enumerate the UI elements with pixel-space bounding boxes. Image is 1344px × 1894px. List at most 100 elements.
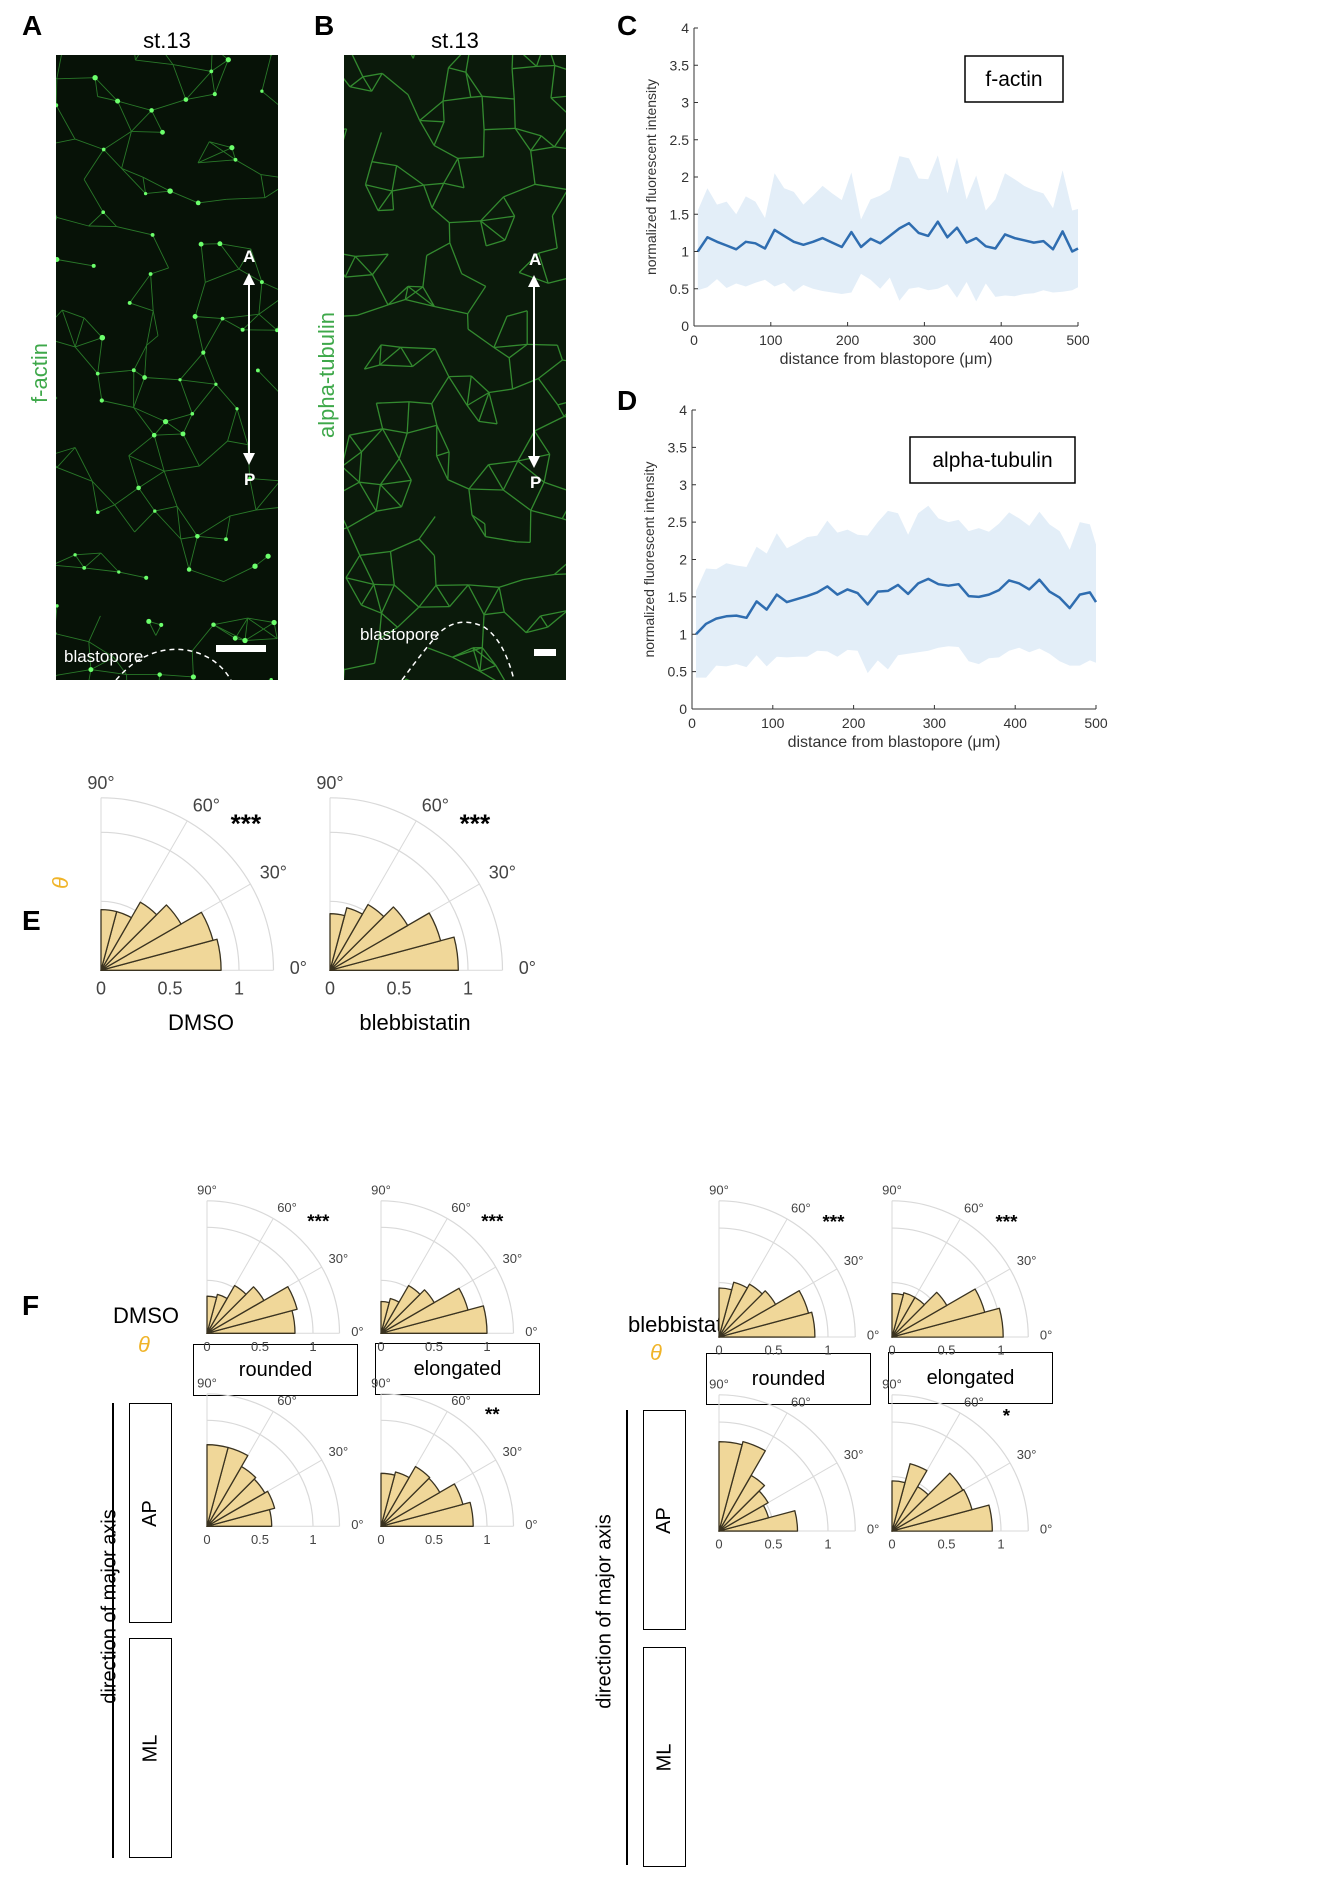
actin-focus [248, 476, 252, 481]
cell-edge [88, 669, 92, 680]
blastopore-label: blastopore [360, 625, 440, 644]
actin-focus [195, 200, 201, 206]
cell-edge [502, 196, 516, 217]
f-dmso-row-ap: AP [129, 1403, 172, 1623]
cell-edge [534, 415, 565, 432]
cell-edge [179, 379, 216, 385]
r-tick-label: 0 [888, 1343, 895, 1358]
cell-edge [238, 248, 252, 270]
actin-focus [242, 637, 248, 644]
cell-edge [373, 583, 395, 586]
angle-tick-label: 60° [422, 795, 449, 815]
cell-edge [364, 364, 380, 370]
cell-edge [195, 316, 223, 320]
cell-edge [442, 100, 445, 122]
cell-edge [466, 391, 490, 407]
cell-edge [244, 618, 249, 641]
cell-edge [423, 182, 444, 186]
cell-edge [550, 97, 566, 113]
cell-edge [379, 458, 400, 485]
actin-focus [160, 129, 165, 135]
y-tick-label: 0 [679, 701, 687, 717]
cell-edge [418, 516, 436, 540]
cell-edge [472, 647, 481, 672]
row-label-ap: AP [139, 1499, 161, 1527]
significance-stars: *** [460, 808, 491, 838]
cell-edge [481, 614, 485, 648]
actin-focus [151, 432, 157, 438]
x-tick-label: 200 [842, 715, 866, 731]
cell-edge [197, 159, 236, 164]
r-tick-label: 1 [997, 1343, 1004, 1358]
cell-edge [371, 161, 397, 167]
cell-edge [448, 376, 468, 406]
y-tick-label: 2 [679, 552, 687, 568]
cell-edge [480, 220, 506, 241]
histogram-bin [891, 1472, 964, 1532]
cell-edge [273, 622, 278, 639]
angle-tick-label: 0° [351, 1324, 363, 1339]
y-tick-label: 2 [681, 169, 689, 185]
cell-edge [502, 489, 532, 511]
cell-edge [213, 624, 246, 641]
panel-a-stain-label: f-actin [27, 343, 52, 403]
cell-edge [530, 150, 536, 185]
cell-edge [443, 182, 465, 189]
histogram-bin [380, 1284, 421, 1334]
cell-edge [357, 304, 389, 316]
cell-edge [202, 352, 217, 385]
cell-edge [83, 149, 105, 180]
cell-edge [522, 573, 555, 581]
row-label-ml: ML [652, 1743, 675, 1771]
cell-edge [465, 72, 472, 98]
cell-edge [419, 100, 444, 121]
cell-edge [503, 611, 527, 634]
cell-edge [222, 313, 259, 320]
cell-edge [400, 346, 436, 350]
cell-edge [434, 305, 468, 315]
cell-edge [377, 190, 393, 211]
cell-edge [530, 146, 555, 152]
r-tick-label: 1 [997, 1537, 1004, 1552]
cell-edge [258, 282, 263, 315]
cell-edge [205, 268, 240, 283]
cell-edge [209, 141, 233, 149]
cell-edge [211, 59, 229, 72]
cell-edge [410, 55, 414, 59]
cell-edge [121, 131, 132, 169]
legend-label: f-actin [985, 68, 1042, 91]
grid-arc [718, 1227, 829, 1337]
angle-tick-label: 30° [329, 1251, 349, 1266]
actin-focus [115, 98, 121, 104]
cell-edge [422, 255, 428, 287]
axis-label-anterior: A [529, 250, 542, 269]
cell-edge [185, 93, 215, 101]
cell-edge [74, 447, 93, 482]
cell-edge [397, 606, 420, 628]
cell-edge [56, 216, 89, 227]
cell-edge [179, 379, 193, 414]
r-tick-label: 0.5 [386, 978, 411, 998]
cell-edge [373, 638, 380, 664]
row-label-ml: ML [138, 1734, 161, 1762]
cell-edge [345, 577, 374, 586]
significance-stars: * [1003, 1405, 1011, 1426]
cell-edge [258, 313, 278, 331]
cell-edge [530, 509, 563, 520]
cell-edge [97, 96, 118, 102]
cell-edge [200, 244, 206, 283]
row-group-bracket [112, 1403, 114, 1858]
cell-edge [516, 541, 531, 544]
cell-edge [381, 344, 401, 348]
cell-edge [482, 129, 485, 157]
r-tick-label: 0.5 [157, 978, 182, 998]
cell-edge [382, 428, 400, 460]
cell-edge [389, 551, 395, 586]
actin-focus [259, 280, 264, 285]
cell-edge [250, 248, 263, 283]
actin-focus [220, 316, 225, 321]
actin-focus [252, 563, 258, 569]
grid-arc [891, 1200, 1029, 1337]
actin-focus [192, 313, 198, 320]
grid-arc [380, 1419, 488, 1526]
